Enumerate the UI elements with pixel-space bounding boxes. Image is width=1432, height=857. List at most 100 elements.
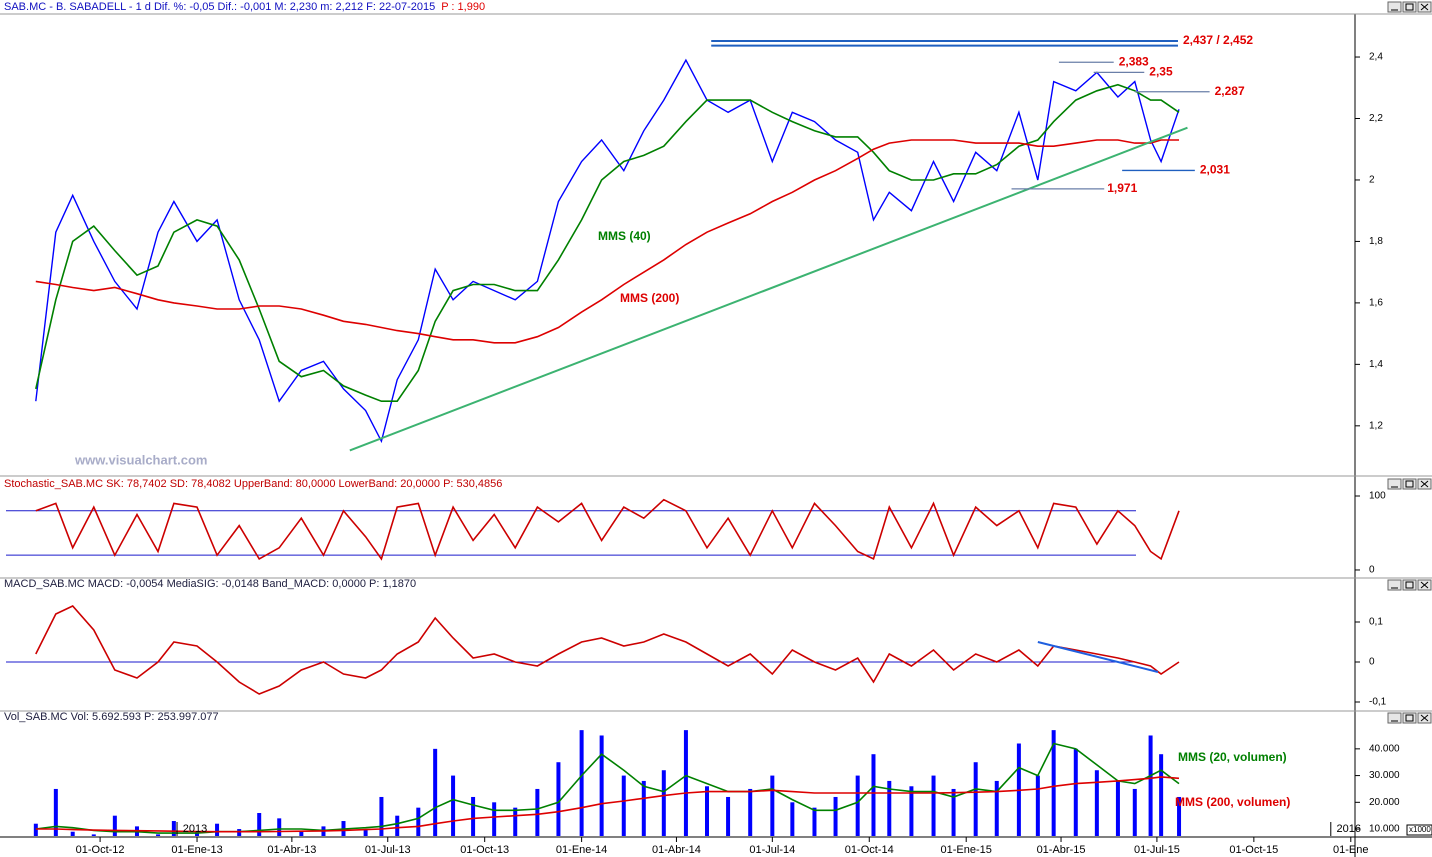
watermark: www.visualchart.com (74, 452, 207, 467)
volume-bar (1073, 748, 1078, 836)
window-button (1387, 1, 1402, 13)
panel (6, 605, 1180, 695)
volume-bar (833, 796, 838, 836)
x-tick-label: 01-Jul-14 (749, 844, 795, 856)
y-tick-label: 100 (1369, 491, 1386, 502)
volume-bar (1051, 730, 1056, 836)
level-label: 2,35 (1149, 65, 1173, 79)
volume-bar (770, 775, 775, 836)
trend-line (349, 126, 1188, 452)
unit-label: x1000 (1409, 825, 1431, 834)
volume-bar (299, 831, 304, 836)
volume-bar (683, 730, 688, 836)
volume-bar (641, 780, 646, 836)
level-label: 2,437 / 2,452 (1183, 33, 1253, 47)
y-tick-label: 2,4 (1369, 52, 1383, 63)
series-line (35, 139, 1179, 344)
volume-bar (492, 802, 497, 836)
series-label: MMS (20, volumen) (1178, 750, 1287, 764)
volume-bar (33, 823, 38, 836)
series-line (35, 83, 1180, 402)
window-button (1402, 1, 1417, 13)
volume-bar (395, 815, 400, 836)
year-label: 2013 (183, 823, 207, 835)
window-button (1402, 478, 1417, 490)
volume-bar (994, 780, 999, 836)
volume-bar (621, 775, 626, 836)
y-tick-label: 0,1 (1369, 617, 1383, 628)
volume-bar (535, 788, 540, 836)
volume-bar (257, 813, 262, 836)
maximize-icon (1405, 581, 1414, 589)
volume-bar (726, 796, 731, 836)
window-button (1387, 478, 1402, 490)
volume-bar (790, 802, 795, 836)
volume-bar (973, 762, 978, 836)
volume-bar (70, 831, 75, 836)
panel-header: Vol_SAB.MC Vol: 5.692.593 P: 253.997.077 (4, 711, 219, 723)
panel-header-price: P : 1,990 (441, 1, 485, 13)
volume-bar (887, 780, 892, 836)
y-tick-label: 1,4 (1369, 359, 1383, 370)
window-button (1387, 579, 1402, 591)
series-label: MMS (40) (598, 229, 651, 243)
volume-bar (931, 775, 936, 836)
x-tick-label: 01-Oct-13 (460, 844, 509, 856)
volume-bar (556, 762, 561, 836)
volume-bar (1035, 775, 1040, 836)
volume-bar (951, 788, 956, 836)
x-tick-label: 01-Ene-13 (171, 844, 222, 856)
volume-bar (812, 807, 817, 836)
x-tick-label: 01-Ene-15 (941, 844, 992, 856)
x-tick-label: 01-Ene (1333, 844, 1368, 856)
volume-bar (855, 775, 860, 836)
window-button (1387, 712, 1402, 724)
close-icon (1420, 480, 1429, 488)
level-label: 1,971 (1107, 181, 1137, 195)
volume-bar (112, 815, 117, 836)
volume-bar (1159, 754, 1164, 836)
volume-bar (53, 788, 58, 836)
volume-bar (1148, 735, 1153, 836)
volume-bar (1094, 770, 1099, 836)
y-tick-label: 0 (1369, 565, 1375, 576)
panel (33, 730, 1182, 836)
volume-bar (909, 786, 914, 836)
volume-bar (215, 823, 220, 836)
close-icon (1420, 581, 1429, 589)
volume-bar (599, 735, 604, 836)
x-tick-label: 01-Oct-14 (845, 844, 894, 856)
y-tick-label: 30.000 (1369, 770, 1400, 781)
x-tick-label: 01-Abr-13 (267, 844, 316, 856)
series-line (35, 605, 1180, 695)
x-tick-label: 01-Oct-12 (76, 844, 125, 856)
series-line (35, 58, 1180, 444)
volume-bar (237, 829, 242, 836)
volume-bar (277, 818, 282, 836)
volume-bar (471, 796, 476, 836)
series-label: MMS (200) (620, 291, 679, 305)
y-tick-label: 10.000 (1369, 824, 1400, 835)
y-tick-label: 40.000 (1369, 743, 1400, 754)
panel (35, 58, 1180, 444)
level-label: 2,031 (1200, 163, 1230, 177)
series-label: MMS (200, volumen) (1175, 795, 1290, 809)
window-button (1402, 579, 1417, 591)
x-tick-label: 01-Oct-15 (1229, 844, 1278, 856)
level-label: 2,383 (1119, 54, 1149, 68)
x-tick-label: 01-Jul-13 (365, 844, 411, 856)
volume-bar (661, 770, 666, 836)
volume-bar (156, 834, 161, 836)
x-tick-label: 01-Abr-14 (652, 844, 701, 856)
volume-bar (579, 730, 584, 836)
unit-box (1406, 824, 1432, 836)
x-tick-label: 01-Jul-15 (1134, 844, 1180, 856)
volume-bar (91, 834, 96, 836)
series-line (35, 498, 1180, 561)
year-label: 2016 (1337, 823, 1361, 835)
y-tick-label: 2 (1369, 175, 1375, 186)
series-line (35, 776, 1180, 833)
